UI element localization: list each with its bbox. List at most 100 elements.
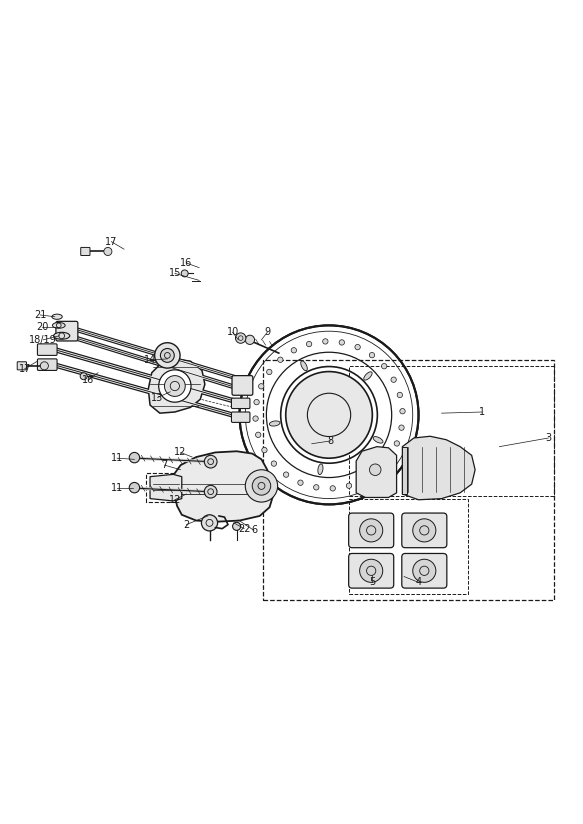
Text: 7: 7 [161,460,167,471]
Circle shape [291,348,297,353]
FancyBboxPatch shape [232,376,253,396]
Ellipse shape [54,332,70,339]
Circle shape [245,335,255,344]
FancyBboxPatch shape [402,513,447,548]
Circle shape [391,377,396,382]
Circle shape [400,409,405,414]
Circle shape [129,482,140,493]
Text: 12: 12 [168,494,181,505]
FancyBboxPatch shape [349,554,394,588]
Circle shape [360,519,382,542]
Text: 16: 16 [82,375,94,386]
Text: 6: 6 [251,526,257,536]
Ellipse shape [364,372,372,380]
FancyBboxPatch shape [80,247,90,255]
Circle shape [204,456,217,468]
Text: 11: 11 [111,453,123,463]
Text: 22: 22 [238,523,251,534]
Circle shape [159,370,191,402]
Circle shape [386,455,391,461]
Circle shape [370,464,381,475]
Circle shape [245,470,278,502]
Polygon shape [402,436,475,500]
Circle shape [381,363,387,369]
Text: 5: 5 [369,578,375,588]
Circle shape [129,452,140,463]
Circle shape [413,519,436,542]
Circle shape [258,384,264,389]
Text: 12: 12 [174,447,187,457]
Circle shape [160,349,174,363]
Circle shape [253,416,258,421]
Text: 4: 4 [416,578,422,588]
Circle shape [298,480,303,485]
Circle shape [394,441,399,446]
Circle shape [266,369,272,375]
Circle shape [355,344,360,349]
Circle shape [283,472,289,477]
Text: 9: 9 [264,327,271,337]
FancyBboxPatch shape [231,398,250,409]
FancyBboxPatch shape [37,344,57,355]
Text: 21: 21 [34,310,47,320]
Circle shape [346,483,352,489]
Circle shape [286,372,373,458]
Ellipse shape [301,361,307,371]
Polygon shape [173,452,273,522]
Circle shape [262,447,267,452]
Circle shape [271,461,276,466]
Circle shape [339,339,345,345]
Bar [349,499,468,594]
Ellipse shape [52,314,62,320]
Circle shape [330,485,335,491]
Ellipse shape [318,464,323,475]
Circle shape [322,339,328,344]
Ellipse shape [269,421,280,426]
FancyBboxPatch shape [349,513,394,548]
Circle shape [233,522,241,531]
Text: 3: 3 [546,433,552,443]
Text: 14: 14 [144,355,156,365]
Circle shape [255,432,261,438]
Circle shape [307,341,312,347]
Text: 18/19: 18/19 [29,335,57,344]
Circle shape [181,270,188,277]
Text: 11: 11 [111,483,123,494]
Circle shape [278,357,283,363]
Circle shape [397,392,402,398]
FancyBboxPatch shape [402,554,447,588]
FancyBboxPatch shape [17,362,26,370]
Text: 1: 1 [479,407,485,417]
Circle shape [399,425,404,430]
Circle shape [252,476,271,495]
Text: 16: 16 [180,258,192,268]
Circle shape [413,559,436,583]
Text: 10: 10 [226,327,238,337]
FancyBboxPatch shape [37,359,57,371]
Circle shape [369,353,375,358]
Circle shape [40,362,48,370]
Circle shape [240,325,419,504]
Ellipse shape [373,437,383,443]
Circle shape [104,247,112,255]
Text: 20: 20 [36,321,48,331]
Circle shape [154,343,180,368]
Circle shape [254,400,259,405]
Polygon shape [356,447,396,498]
Polygon shape [148,359,205,413]
Text: 8: 8 [328,436,334,446]
Bar [262,360,554,600]
Text: 17: 17 [19,363,31,374]
Text: 2: 2 [183,520,189,530]
Circle shape [375,467,381,473]
Text: 13: 13 [152,392,164,403]
Circle shape [204,485,217,498]
FancyBboxPatch shape [231,412,250,423]
Circle shape [361,477,367,482]
Circle shape [236,333,246,344]
Ellipse shape [52,322,65,328]
Polygon shape [402,447,407,494]
Circle shape [360,559,382,583]
Text: 17: 17 [105,236,118,246]
FancyBboxPatch shape [56,321,78,341]
